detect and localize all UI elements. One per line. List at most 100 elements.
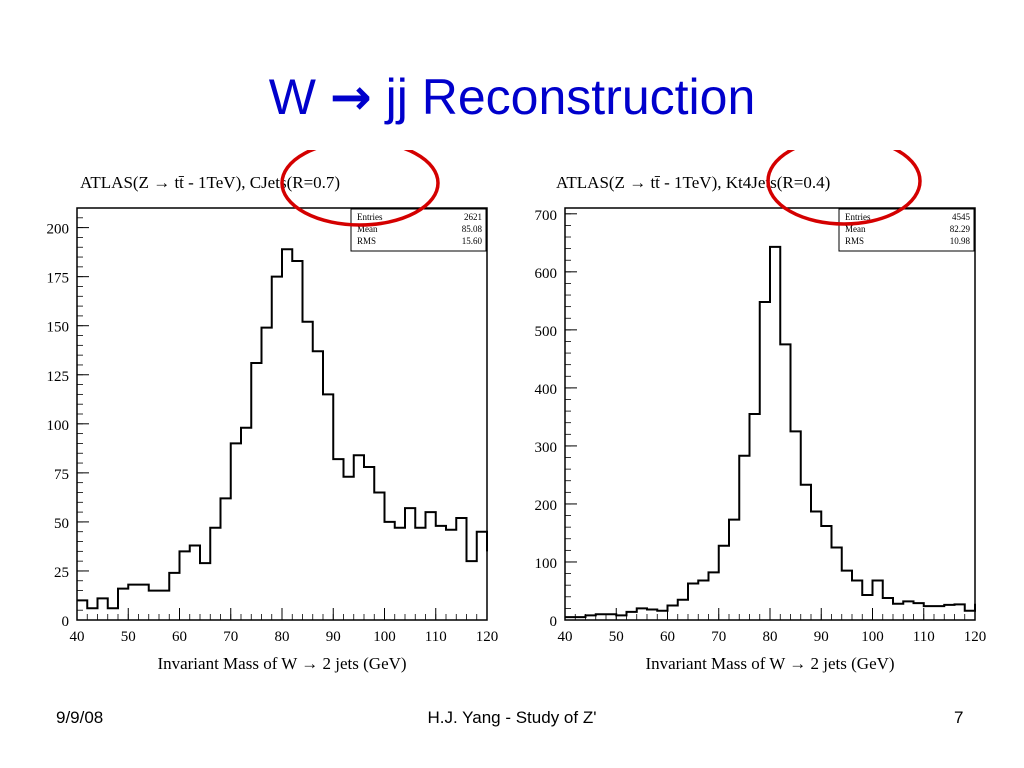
footer-page-number: 7	[954, 708, 964, 727]
x-axis: 40 50 60 70 80 90 100 110 120	[558, 608, 987, 645]
histogram-bin	[821, 526, 831, 620]
stats-value: 4545	[952, 212, 971, 222]
x-axis-label: Invariant Mass of W → 2 jets (GeV)	[645, 654, 894, 673]
histogram-bin	[415, 528, 425, 620]
y-tick-label: 175	[47, 271, 70, 287]
histogram-bin	[750, 414, 760, 620]
histogram-bin	[965, 611, 975, 620]
histogram-bin	[842, 571, 852, 620]
histogram-bin	[354, 455, 364, 620]
x-tick-label: 40	[70, 629, 85, 645]
title-left: W	[268, 69, 316, 125]
x-tick-label: 120	[476, 629, 499, 645]
y-tick-label: 50	[54, 516, 69, 532]
histogram-outline	[565, 245, 976, 619]
histogram-bin	[709, 572, 719, 620]
histogram-bin	[344, 477, 354, 620]
stats-label: Entries	[845, 212, 871, 222]
x-tick-label: 90	[326, 629, 341, 645]
title-arrow-icon: →	[329, 68, 372, 126]
histogram-bin	[436, 526, 446, 620]
histogram-bins	[77, 249, 487, 620]
y-tick-label: 700	[535, 208, 558, 224]
histogram-bin	[200, 563, 210, 620]
histogram-cjets: ATLAS(Z → tt̄ - 1TeV), CJets(R=0.7) 0 25 5…	[47, 173, 499, 673]
histogram-bin	[668, 605, 678, 620]
histogram-bin	[729, 520, 739, 620]
title-right: jj Reconstruction	[385, 69, 756, 125]
histogram-bin	[791, 431, 801, 620]
y-tick-label: 100	[535, 556, 558, 572]
histogram-bin	[303, 322, 313, 620]
y-tick-label: 500	[535, 324, 558, 340]
histogram-bin	[873, 581, 883, 620]
stats-box-frame	[838, 208, 975, 252]
y-tick-label: 200	[535, 498, 558, 514]
histogram-bin	[159, 591, 169, 620]
footer-date: 9/9/08	[56, 708, 104, 727]
y-tick-label: 200	[47, 222, 70, 238]
x-tick-label: 90	[814, 629, 829, 645]
stats-value: 2621	[464, 212, 482, 222]
histogram-bin	[924, 606, 934, 620]
y-tick-label: 150	[47, 320, 70, 336]
x-tick-label: 50	[609, 629, 624, 645]
histogram-bin	[169, 573, 179, 620]
x-tick-label: 70	[223, 629, 238, 645]
histogram-bin	[467, 561, 477, 620]
histogram-bin	[832, 547, 842, 620]
histogram-bin	[149, 591, 159, 620]
histogram-bin	[405, 508, 415, 620]
y-axis: 0 25 50 75 100 125 150 175 200	[47, 207, 89, 630]
x-tick-label: 110	[913, 629, 935, 645]
stats-value: 15.60	[462, 236, 483, 246]
stats-label: RMS	[357, 236, 376, 246]
histogram-bin	[395, 528, 405, 620]
y-tick-label: 75	[54, 467, 69, 483]
histogram-bin	[637, 608, 647, 620]
histogram-bin	[313, 351, 323, 620]
y-tick-label: 600	[535, 266, 558, 282]
y-tick-label: 25	[54, 565, 69, 581]
histogram-bin	[903, 601, 913, 620]
histogram-bin	[333, 459, 343, 620]
histogram-bin	[914, 603, 924, 620]
histogram-bin	[231, 443, 241, 620]
charts-panel: ATLAS(Z → tt̄ - 1TeV), CJets(R=0.7) 0 25 5…	[47, 150, 987, 673]
histogram-bin	[688, 583, 698, 620]
histogram-bin	[698, 581, 708, 620]
x-axis-label: Invariant Mass of W → 2 jets (GeV)	[157, 654, 406, 673]
x-tick-label: 60	[172, 629, 187, 645]
histogram-bin	[477, 532, 487, 620]
highlight-circle-cjets	[280, 150, 440, 227]
histogram-bin	[77, 600, 87, 620]
histogram-bin	[678, 600, 688, 620]
histogram-kt4jets: ATLAS(Z → tt̄ - 1TeV), Kt4Jets(R=0.4) 0 1…	[535, 173, 987, 673]
x-tick-label: 60	[660, 629, 675, 645]
x-tick-label: 80	[763, 629, 778, 645]
x-tick-label: 110	[425, 629, 447, 645]
x-tick-label: 70	[711, 629, 726, 645]
histogram-bin	[780, 344, 790, 620]
histogram-bin	[87, 608, 97, 620]
histogram-bin	[426, 512, 436, 620]
x-tick-label: 80	[275, 629, 290, 645]
histogram-bin	[883, 598, 893, 620]
histogram-bin	[955, 604, 965, 620]
histogram-bin	[852, 581, 862, 620]
histogram-bin	[190, 545, 200, 620]
stats-value: 10.98	[950, 236, 971, 246]
histogram-bin	[98, 598, 108, 620]
histogram-bin	[221, 498, 231, 620]
slide-title: W → jj Reconstruction	[0, 62, 1024, 132]
histogram-bin	[262, 328, 272, 620]
histogram-bin	[739, 456, 749, 620]
y-tick-label: 300	[535, 440, 558, 456]
histogram-bin	[282, 249, 292, 620]
histogram-bin	[770, 247, 780, 620]
footer-author: H.J. Yang - Study of Z'	[427, 708, 597, 727]
chart-title: ATLAS(Z → tt̄ - 1TeV), Kt4Jets(R=0.4)	[556, 173, 830, 192]
x-tick-label: 120	[964, 629, 987, 645]
histogram-bin	[446, 530, 456, 620]
y-tick-label: 400	[535, 382, 558, 398]
